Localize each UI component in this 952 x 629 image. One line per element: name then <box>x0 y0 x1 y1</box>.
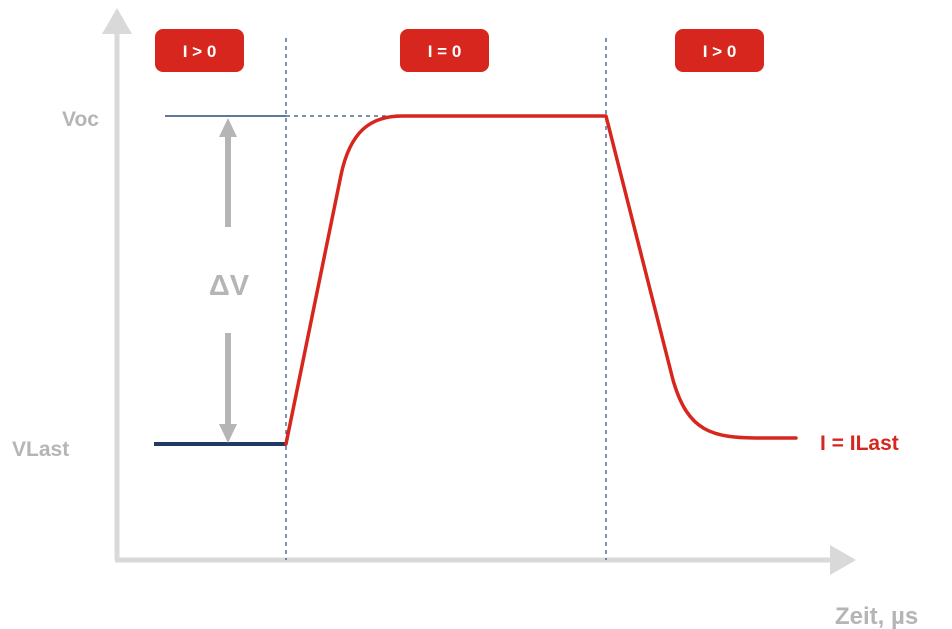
voltage-curve <box>284 114 798 446</box>
badge-phase-1-label: I > 0 <box>183 42 217 61</box>
badge-phase-2-label: I = 0 <box>428 42 462 61</box>
y-axis-arrowhead <box>102 8 132 34</box>
voc-label: Voc <box>62 108 99 131</box>
badge-phase-3: I > 0 <box>675 29 764 72</box>
delta-v-arrow-up <box>219 118 237 227</box>
current-load-label: I = ILast <box>820 432 899 455</box>
badge-phase-2: I = 0 <box>400 29 489 72</box>
delta-v-arrow-down <box>219 333 237 443</box>
delta-v-label: ΔV <box>209 270 250 302</box>
axes <box>102 8 856 575</box>
x-axis-arrowhead <box>830 545 856 575</box>
badge-phase-3-label: I > 0 <box>703 42 737 61</box>
x-axis-label: Zeit, µs <box>835 603 918 629</box>
vlast-label: VLast <box>12 438 69 461</box>
badge-phase-1: I > 0 <box>155 29 244 72</box>
